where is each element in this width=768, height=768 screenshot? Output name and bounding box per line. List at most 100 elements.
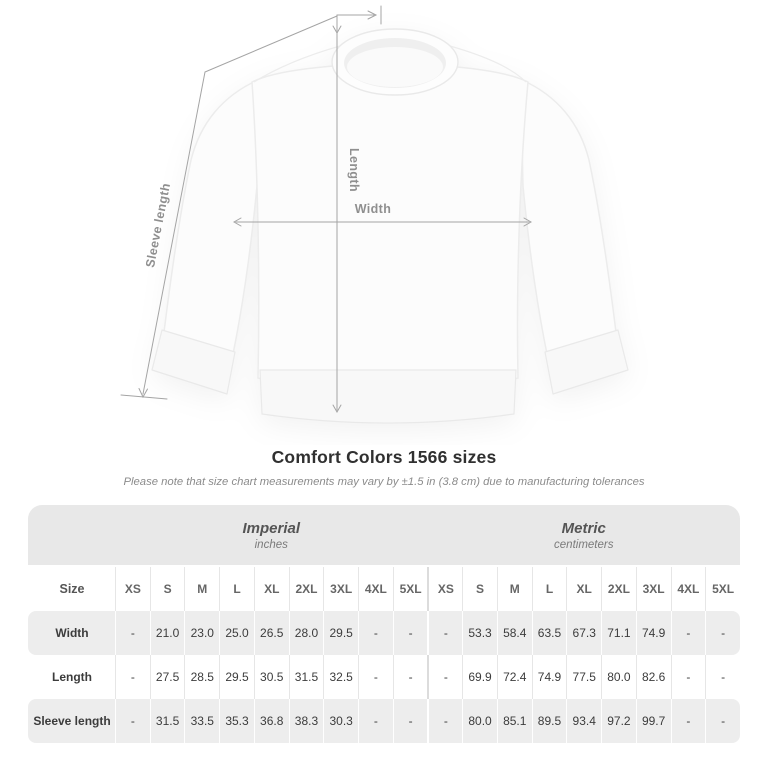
metric-size-s: S bbox=[462, 567, 497, 611]
collar-opening bbox=[347, 47, 443, 87]
sleeve-imp-4xl: - bbox=[358, 699, 393, 743]
size-table: Imperial inches Metric centimeters Size … bbox=[28, 505, 740, 743]
size-header-row: Size XS S M L XL 2XL 3XL 4XL 5XL XS S M … bbox=[28, 567, 740, 611]
length-met-m: 72.4 bbox=[496, 655, 532, 699]
sweatshirt-illustration: Width Length Sleeve length bbox=[120, 5, 629, 424]
sleeve-imp-5xl: - bbox=[392, 699, 428, 743]
length-imp-s: 27.5 bbox=[149, 655, 185, 699]
measurements-table: Size XS S M L XL 2XL 3XL 4XL 5XL XS S M … bbox=[28, 567, 740, 743]
length-imp-xl: 30.5 bbox=[253, 655, 289, 699]
length-met-5xl: - bbox=[705, 655, 740, 699]
measurement-lines bbox=[120, 5, 533, 414]
width-imp-3xl: 29.5 bbox=[323, 611, 359, 655]
imperial-size-m: M bbox=[184, 567, 220, 611]
length-arrow-down-icon bbox=[332, 404, 342, 414]
width-met-3xl: 74.9 bbox=[635, 611, 671, 655]
metric-size-xl: XL bbox=[566, 567, 602, 611]
sleeve-imp-s: 31.5 bbox=[149, 699, 185, 743]
imperial-size-4xl: 4XL bbox=[358, 567, 393, 611]
length-imp-l: 29.5 bbox=[219, 655, 254, 699]
width-met-s: 53.3 bbox=[462, 611, 497, 655]
length-measure-label: Length bbox=[347, 148, 361, 192]
length-met-s: 69.9 bbox=[462, 655, 497, 699]
width-met-l: 63.5 bbox=[531, 611, 567, 655]
sleeve-row-label: Sleeve length bbox=[28, 699, 115, 743]
width-imp-2xl: 28.0 bbox=[288, 611, 324, 655]
size-column-header: Size bbox=[28, 567, 115, 611]
metric-size-m: M bbox=[496, 567, 532, 611]
length-met-xl: 77.5 bbox=[566, 655, 602, 699]
page-title: Comfort Colors 1566 sizes bbox=[271, 447, 497, 467]
metric-size-4xl: 4XL bbox=[670, 567, 706, 611]
length-imp-2xl: 31.5 bbox=[288, 655, 324, 699]
imperial-size-l: L bbox=[219, 567, 254, 611]
imperial-group-header: Imperial inches bbox=[115, 505, 428, 565]
imperial-size-xl: XL bbox=[253, 567, 289, 611]
sleeve-imp-xl: 36.8 bbox=[253, 699, 289, 743]
width-met-xl: 67.3 bbox=[566, 611, 602, 655]
length-imp-m: 28.5 bbox=[184, 655, 220, 699]
unit-header-band: Imperial inches Metric centimeters bbox=[28, 505, 740, 565]
length-row: Length - 27.5 28.5 29.5 30.5 31.5 32.5 -… bbox=[28, 655, 740, 699]
width-imp-s: 21.0 bbox=[149, 611, 185, 655]
sleeve-met-4xl: - bbox=[670, 699, 706, 743]
tolerance-note: Please note that size chart measurements… bbox=[123, 476, 645, 488]
sleeve-met-2xl: 97.2 bbox=[601, 699, 636, 743]
length-imp-xs: - bbox=[115, 655, 150, 699]
width-arrow-left-icon bbox=[232, 217, 242, 227]
length-imp-4xl: - bbox=[358, 655, 393, 699]
length-imp-5xl: - bbox=[392, 655, 428, 699]
width-measure-label: Width bbox=[355, 202, 392, 216]
sleeve-imp-m: 33.5 bbox=[184, 699, 220, 743]
metric-size-2xl: 2XL bbox=[601, 567, 636, 611]
width-met-5xl: - bbox=[705, 611, 740, 655]
left-sleeve bbox=[163, 78, 259, 355]
length-imp-3xl: 32.5 bbox=[323, 655, 359, 699]
imperial-size-3xl: 3XL bbox=[323, 567, 359, 611]
imperial-label: Imperial bbox=[242, 519, 301, 537]
width-imp-5xl: - bbox=[392, 611, 428, 655]
width-imp-xs: - bbox=[115, 611, 150, 655]
hem-band bbox=[259, 369, 517, 424]
sleeve-line bbox=[142, 15, 338, 395]
sleeve-met-5xl: - bbox=[705, 699, 740, 743]
right-cuff bbox=[544, 329, 629, 395]
sleeve-met-xs: - bbox=[427, 699, 463, 743]
sleeve-met-l: 89.5 bbox=[531, 699, 567, 743]
sleeve-met-s: 80.0 bbox=[462, 699, 497, 743]
metric-group-header: Metric centimeters bbox=[428, 505, 741, 565]
sleeve-met-xl: 93.4 bbox=[566, 699, 602, 743]
left-shoulder-seam bbox=[253, 45, 341, 83]
sweatshirt-shape bbox=[151, 28, 629, 424]
sleeve-measure-label: Sleeve length bbox=[143, 182, 173, 269]
width-imp-xl: 26.5 bbox=[253, 611, 289, 655]
sleeve-imp-l: 35.3 bbox=[219, 699, 254, 743]
width-met-4xl: - bbox=[670, 611, 706, 655]
metric-size-3xl: 3XL bbox=[635, 567, 671, 611]
metric-size-xs: XS bbox=[427, 567, 463, 611]
sleeve-met-m: 85.1 bbox=[496, 699, 532, 743]
sleeve-imp-3xl: 30.3 bbox=[323, 699, 359, 743]
length-met-4xl: - bbox=[670, 655, 706, 699]
sleeve-length-row: Sleeve length - 31.5 33.5 35.3 36.8 38.3… bbox=[28, 699, 740, 743]
sleeve-imp-2xl: 38.3 bbox=[288, 699, 324, 743]
metric-size-5xl: 5XL bbox=[705, 567, 740, 611]
width-row-label: Width bbox=[28, 611, 115, 655]
width-arrow-right-icon bbox=[523, 217, 533, 227]
imperial-size-xs: XS bbox=[115, 567, 150, 611]
width-imp-m: 23.0 bbox=[184, 611, 220, 655]
imperial-size-2xl: 2XL bbox=[288, 567, 324, 611]
imperial-size-s: S bbox=[149, 567, 185, 611]
sleeve-imp-xs: - bbox=[115, 699, 150, 743]
width-met-m: 58.4 bbox=[496, 611, 532, 655]
imperial-unit-label: inches bbox=[254, 538, 288, 551]
width-imp-4xl: - bbox=[358, 611, 393, 655]
width-met-2xl: 71.1 bbox=[601, 611, 636, 655]
width-imp-l: 25.0 bbox=[219, 611, 254, 655]
garment-diagram: Width Length Sleeve length bbox=[120, 5, 629, 424]
sleeve-met-3xl: 99.7 bbox=[635, 699, 671, 743]
imperial-size-5xl: 5XL bbox=[392, 567, 428, 611]
body bbox=[251, 63, 529, 393]
metric-label: Metric bbox=[561, 519, 606, 537]
